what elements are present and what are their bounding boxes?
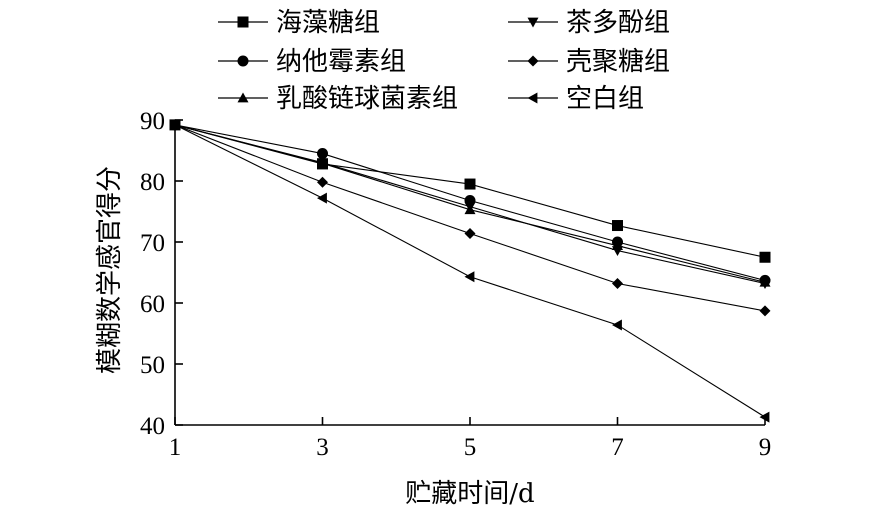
legend-marker [527,55,539,67]
series-layer [169,119,771,423]
axes: 40 50 60 70 80 90 1 3 5 7 9 [140,108,771,461]
legend-label: 茶多酚组 [566,8,670,38]
data-point [612,319,622,331]
legend-item: 茶多酚组 [508,8,670,38]
x-tick-label: 1 [169,434,182,461]
x-tick-label: 7 [611,434,624,461]
x-tick-label: 5 [464,434,477,461]
legend-item: 空白组 [508,84,644,114]
legend-item: 海藻糖组 [218,8,380,38]
data-point [169,119,180,131]
data-point [464,227,476,239]
data-point [759,411,770,423]
data-point [464,204,476,215]
series-5 [169,119,770,423]
y-tick-label: 90 [140,108,165,135]
y-tick-label: 80 [140,169,165,196]
data-point [759,251,771,263]
data-point [317,192,327,204]
series-3 [169,119,771,317]
data-point [759,276,771,287]
x-tick-label: 3 [316,434,329,461]
legend-marker [527,92,538,104]
legend-item: 壳聚糖组 [508,47,670,77]
data-point [317,157,328,168]
legend-marker [237,55,249,67]
y-tick-label: 40 [140,413,165,440]
series-line [174,124,766,418]
legend-label: 乳酸链球菌素组 [276,84,458,114]
y-tick-label: 50 [140,352,165,379]
legend-label: 纳他霉素组 [276,47,406,77]
legend-label: 壳聚糖组 [566,47,670,77]
legend-label: 海藻糖组 [276,8,380,38]
y-axis-title: 模糊数学感官得分 [95,166,125,374]
legend-item: 纳他霉素组 [218,47,406,77]
data-point [612,220,623,232]
data-point [464,195,476,207]
data-point [612,277,623,289]
data-point [464,178,476,190]
series-line [174,124,766,312]
y-tick-label: 70 [140,230,165,257]
data-point [759,305,771,317]
legend-item: 乳酸链球菌素组 [218,84,458,114]
legend-marker [237,92,249,103]
x-axis-title: 贮藏时间/d [405,479,534,509]
legend-marker [527,17,539,28]
data-point [317,148,328,160]
x-tick-label: 9 [759,434,772,461]
data-point [464,271,475,283]
legend-label: 空白组 [566,84,644,114]
data-point [612,240,623,251]
data-point [317,176,328,188]
legend-marker [237,16,249,28]
y-tick-label: 60 [140,291,165,318]
